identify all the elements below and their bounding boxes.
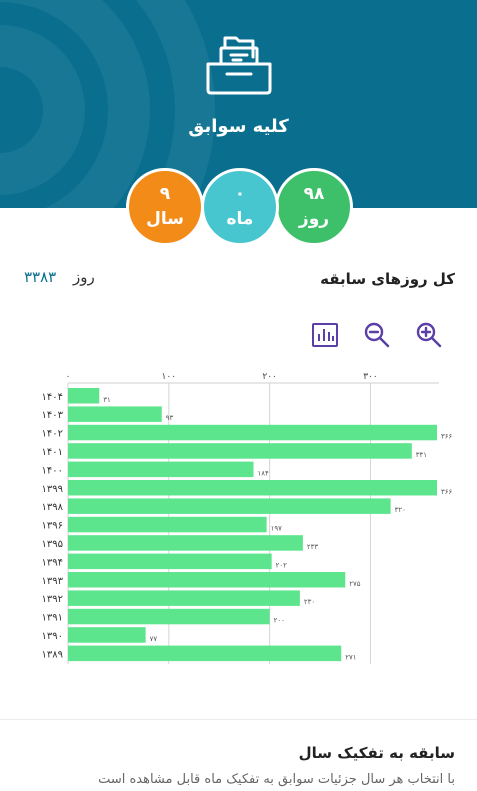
section-title: سابقه به تفکیک سال (298, 744, 455, 762)
bar-value-label: ۳۲۰ (395, 506, 406, 514)
x-tick-label: ۱۰۰ (162, 372, 177, 382)
y-tick-label: ۱۴۰۴ (42, 392, 63, 403)
y-tick-label: ۱۳۸۹ (42, 649, 63, 660)
zoom-in-icon[interactable] (414, 320, 444, 350)
header-banner: کلیه سوابق (0, 0, 477, 208)
x-tick-label: ۰ (66, 372, 71, 382)
total-days-label: کل روزهای سابقه (320, 270, 455, 288)
bar-value-label: ۹۳ (166, 414, 174, 422)
bar (68, 516, 267, 533)
bar (68, 645, 342, 662)
x-tick-label: ۳۰۰ (363, 372, 378, 382)
divider (0, 719, 477, 720)
bar (68, 480, 437, 496)
days-circle: ۹۸ روز (275, 168, 353, 246)
bar (68, 590, 300, 606)
y-tick-label: ۱۳۹۴ (42, 557, 63, 568)
bar (68, 553, 272, 570)
years-value: ۹ (159, 184, 171, 204)
total-days-unit: روز (73, 268, 95, 286)
bar (68, 535, 303, 551)
x-tick-label: ۲۰۰ (262, 372, 277, 382)
y-tick-label: ۱۴۰۲ (42, 429, 63, 440)
bar (68, 388, 100, 404)
bar-value-label: ۳۴۱ (416, 451, 427, 459)
y-tick-label: ۱۳۹۱ (42, 613, 63, 624)
yearly-history-bar-chart: ۰ ۱۰۰ ۲۰۰ ۳۰۰ ۱۴۰۴ ۳۱ ۱۴۰۳ ۹۳ ۱۴۰۲ ۳۶۶ ۱۴۰۱ ۳۴۱ ۱۴۰۰… (42, 372, 453, 664)
total-days-number: ۳۳۸۳ (24, 268, 57, 286)
y-tick-label: ۱۳۹۸ (42, 502, 64, 513)
bar-value-label: ۳۱ (103, 396, 111, 404)
bar-value-label: ۳۶۶ (441, 488, 453, 496)
months-label: ماه (226, 208, 254, 229)
bar-value-label: ۲۰۲ (276, 561, 288, 569)
months-value: ۰ (234, 184, 246, 204)
y-tick-label: ۱۳۹۰ (42, 631, 63, 642)
y-tick-label: ۱۳۹۵ (42, 539, 63, 550)
archive-box-icon (206, 36, 272, 95)
months-circle: ۰ ماه (201, 168, 279, 246)
bar-value-label: ۷۷ (150, 635, 158, 643)
bar (68, 627, 146, 643)
y-tick-label: ۱۳۹۲ (42, 594, 63, 605)
bar-value-label: ۲۳۰ (304, 598, 315, 606)
days-value: ۹۸ (303, 184, 325, 204)
bar (68, 406, 162, 422)
y-tick-label: ۱۳۹۶ (42, 521, 63, 532)
bar-value-label: ۳۶۶ (441, 433, 453, 441)
bar-value-label: ۲۷۱ (345, 653, 356, 661)
bar-value-label: ۲۷۵ (349, 580, 361, 588)
bar-value-label: ۱۹۷ (271, 525, 283, 533)
bar-value-label: ۲۰۰ (274, 617, 285, 625)
bar (68, 424, 437, 441)
zoom-out-icon[interactable] (362, 320, 392, 350)
bar (68, 572, 346, 588)
bar (68, 608, 270, 625)
section-description: با انتخاب هر سال جزئیات سوابق به تفکیک م… (98, 772, 455, 787)
y-tick-label: ۱۴۰۰ (42, 465, 63, 476)
total-days-value: ۳۳۸۳ روز (24, 268, 95, 286)
y-tick-label: ۱۴۰۱ (42, 447, 63, 458)
bar (68, 498, 391, 514)
y-tick-label: ۱۳۹۹ (42, 484, 63, 495)
bar-chart-icon[interactable] (310, 320, 340, 350)
y-tick-label: ۱۴۰۳ (42, 410, 64, 421)
years-circle: ۹ سال (126, 168, 204, 246)
bar-value-label: ۲۳۳ (307, 543, 319, 551)
bar (68, 461, 254, 478)
years-label: سال (146, 208, 184, 229)
bar (68, 443, 412, 459)
bar-value-label: ۱۸۴ (258, 469, 270, 477)
page-title: کلیه سوابق (188, 116, 289, 137)
y-tick-label: ۱۳۹۳ (42, 576, 64, 587)
days-label: روز (298, 208, 330, 229)
